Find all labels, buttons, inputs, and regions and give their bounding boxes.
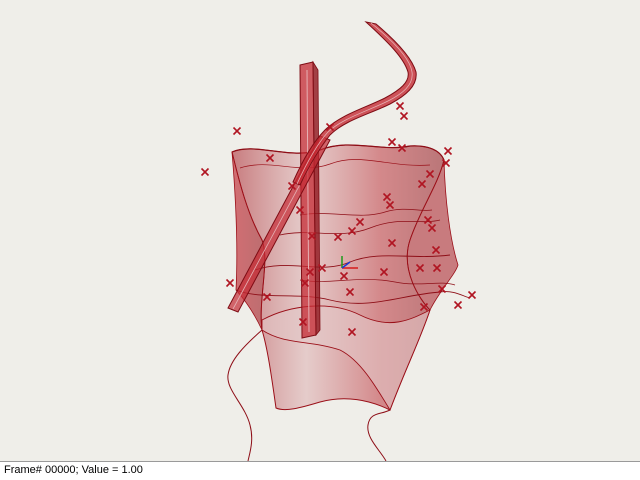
control-point-x-icon[interactable] — [287, 181, 297, 191]
control-point-x-icon[interactable] — [441, 158, 451, 168]
vertical-bar-element[interactable] — [299, 60, 321, 339]
control-point-x-icon[interactable] — [417, 179, 427, 189]
control-point-x-icon[interactable] — [225, 278, 235, 288]
control-point-x-icon[interactable] — [333, 232, 343, 242]
hanging-curve-left[interactable] — [227, 329, 263, 461]
control-point-x-icon[interactable] — [431, 245, 441, 255]
hanging-curve-right[interactable] — [367, 409, 391, 461]
gumball-z-axis[interactable] — [341, 261, 351, 269]
control-point-x-icon[interactable] — [397, 143, 407, 153]
control-point-x-icon[interactable] — [317, 263, 327, 273]
control-point-x-icon[interactable] — [325, 122, 335, 132]
model-view-canvas[interactable] — [0, 0, 640, 461]
control-point-x-icon[interactable] — [300, 278, 310, 288]
control-point-x-icon[interactable] — [432, 263, 442, 273]
control-point-x-icon[interactable] — [427, 223, 437, 233]
frame-value-readout: Frame# 00000; Value = 1.00 — [4, 464, 143, 476]
control-point-x-icon[interactable] — [298, 317, 308, 327]
control-point-x-icon[interactable] — [443, 146, 453, 156]
control-point-x-icon[interactable] — [307, 231, 317, 241]
control-point-x-icon[interactable] — [467, 290, 477, 300]
control-point-x-icon[interactable] — [379, 267, 389, 277]
control-point-x-icon[interactable] — [385, 200, 395, 210]
control-point-x-icon[interactable] — [382, 192, 392, 202]
control-point-x-icon[interactable] — [265, 153, 275, 163]
control-point-x-icon[interactable] — [425, 169, 435, 179]
control-point-x-icon[interactable] — [419, 302, 429, 312]
surface-body[interactable] — [231, 144, 471, 412]
control-point-x-icon[interactable] — [395, 101, 405, 111]
curved-ribbon-element[interactable] — [292, 21, 417, 186]
control-point-x-icon[interactable] — [347, 327, 357, 337]
control-point-x-icon[interactable] — [453, 300, 463, 310]
control-point-x-icon[interactable] — [232, 126, 242, 136]
gumball-widget[interactable] — [341, 256, 358, 269]
control-point-x-icon[interactable] — [347, 226, 357, 236]
control-point-x-icon[interactable] — [387, 238, 397, 248]
control-point-x-icon[interactable] — [399, 111, 409, 121]
control-point-x-icon[interactable] — [295, 205, 305, 215]
control-point-x-icon[interactable] — [262, 292, 272, 302]
control-point-x-icon[interactable] — [345, 287, 355, 297]
control-point-x-icon[interactable] — [387, 137, 397, 147]
control-point-x-icon[interactable] — [200, 167, 210, 177]
control-point-x-icon[interactable] — [339, 271, 349, 281]
control-point-x-icon[interactable] — [305, 267, 315, 277]
control-points[interactable] — [200, 101, 477, 337]
control-point-x-icon[interactable] — [415, 263, 425, 273]
control-point-x-icon[interactable] — [423, 215, 433, 225]
control-point-x-icon[interactable] — [437, 284, 447, 294]
status-bar: Frame# 00000; Value = 1.00 — [0, 461, 640, 480]
3d-viewport[interactable] — [0, 0, 640, 461]
control-point-x-icon[interactable] — [355, 217, 365, 227]
